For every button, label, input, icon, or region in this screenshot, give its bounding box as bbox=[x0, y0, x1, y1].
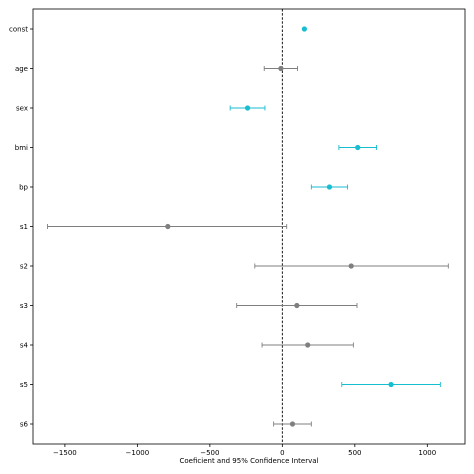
point-s3 bbox=[294, 302, 300, 309]
plot-frame bbox=[32, 8, 466, 445]
point-s5 bbox=[388, 381, 394, 388]
y-tick-label-s5: s5 bbox=[20, 381, 28, 389]
point-s1 bbox=[165, 223, 171, 230]
x-tick-label--1500: −1500 bbox=[53, 449, 77, 457]
x-tick-label-1000: 1000 bbox=[418, 449, 436, 457]
point-age bbox=[278, 65, 284, 72]
y-axis-ticks: const age sex bmi bp s1 s2 s3 s4 s5 s6 bbox=[9, 26, 33, 429]
x-tick-label--500: −500 bbox=[200, 449, 219, 457]
point-s6 bbox=[289, 421, 296, 427]
x-tick-label-500: 500 bbox=[348, 449, 361, 457]
y-tick-label-s2: s2 bbox=[20, 263, 28, 271]
x-axis-ticks: −1500 −1000 −500 0 500 1000 bbox=[53, 444, 436, 457]
point-const bbox=[301, 26, 307, 32]
x-tick-label--1000: −1000 bbox=[126, 449, 150, 457]
chart-marks bbox=[47, 9, 449, 444]
y-tick-label-s6: s6 bbox=[20, 421, 29, 429]
point-bmi bbox=[355, 144, 361, 151]
y-tick-label-s3: s3 bbox=[20, 302, 28, 310]
y-tick-label-sex: sex bbox=[16, 105, 28, 113]
x-axis-title: Coeficient and 95% Confidence Interval bbox=[180, 457, 319, 465]
point-sex bbox=[244, 105, 251, 111]
y-tick-label-s4: s4 bbox=[20, 342, 29, 350]
y-tick-label-bmi: bmi bbox=[15, 144, 28, 152]
x-tick-label-0: 0 bbox=[280, 449, 284, 457]
y-tick-label-bp: bp bbox=[19, 184, 28, 192]
y-tick-label-age: age bbox=[15, 65, 28, 73]
y-tick-label-const: const bbox=[9, 26, 28, 34]
point-s4 bbox=[305, 342, 311, 348]
point-s2 bbox=[348, 263, 354, 269]
y-tick-label-s1: s1 bbox=[20, 223, 28, 231]
point-bp bbox=[326, 184, 333, 190]
